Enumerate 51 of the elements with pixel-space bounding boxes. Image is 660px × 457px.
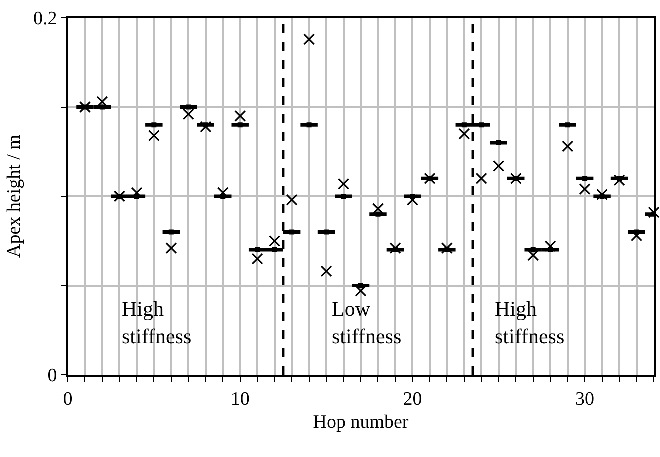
point [479,122,484,128]
point [272,248,278,253]
point [458,128,470,140]
point [168,230,174,235]
point [290,230,295,235]
point [562,140,574,152]
point [406,194,419,206]
point [182,108,194,120]
point [565,122,570,128]
point [217,187,229,199]
point [648,206,660,218]
point [358,283,364,288]
point [286,194,298,206]
annotation: Low stiffness [332,297,402,348]
point [252,253,264,265]
point [166,242,178,254]
point [238,122,243,128]
x-tick-label: 30 [576,388,595,410]
point [303,34,316,46]
point [579,184,591,196]
point [493,160,505,172]
point [338,178,350,190]
point [341,194,346,199]
point [131,187,143,199]
point [376,212,381,217]
point [152,122,157,128]
annotation: High stiffness [122,297,192,348]
y-axis-title: Apex height / m [4,134,25,258]
x-axis-title: Hop number [313,412,410,434]
x-tick-label: 10 [230,388,250,410]
point [200,121,212,133]
x-tick-label: 0 [63,388,73,410]
point [255,248,260,253]
x-tick-label: 20 [403,388,422,410]
point [234,110,246,122]
point [476,172,488,184]
point [148,130,160,142]
point [306,122,312,128]
y-tick-label: 0.2 [33,8,58,30]
point [630,230,643,242]
point [269,235,281,247]
point [324,230,330,235]
point [530,248,536,253]
point [496,140,502,146]
point [320,266,332,278]
point [100,104,105,110]
point [462,122,467,128]
point [544,240,556,252]
point [186,104,192,110]
point [582,176,588,182]
annotation: High stiffness [495,297,565,348]
